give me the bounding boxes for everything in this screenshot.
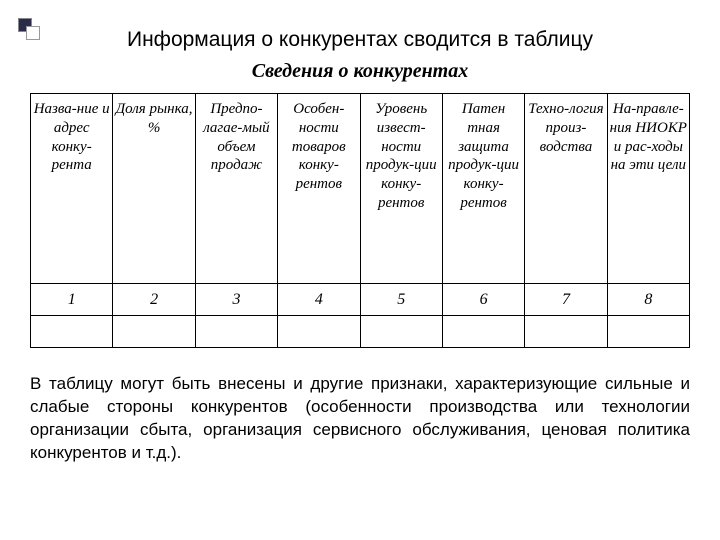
col-number: 4 — [278, 284, 360, 316]
page-heading: Информация о конкурентах сводится в табл… — [30, 28, 690, 52]
empty-cell — [113, 316, 195, 348]
empty-cell — [31, 316, 113, 348]
description-paragraph: В таблицу могут быть внесены и другие пр… — [30, 373, 690, 465]
col-header: Назва-ние и адрес конку-рента — [31, 94, 113, 284]
col-number: 5 — [360, 284, 442, 316]
col-header: Доля рынка, % — [113, 94, 195, 284]
col-number: 6 — [442, 284, 524, 316]
competitors-table: Назва-ние и адрес конку-рента Доля рынка… — [30, 93, 690, 348]
table-title: Сведения о конкурентах — [30, 60, 690, 83]
empty-cell — [525, 316, 607, 348]
col-number: 1 — [31, 284, 113, 316]
deco-square-light — [26, 26, 40, 40]
col-number: 8 — [607, 284, 689, 316]
col-header: Уровень извест-ности продук-ции конку-ре… — [360, 94, 442, 284]
col-number: 2 — [113, 284, 195, 316]
col-number: 7 — [525, 284, 607, 316]
table-header-row: Назва-ние и адрес конку-рента Доля рынка… — [31, 94, 690, 284]
empty-cell — [278, 316, 360, 348]
col-header: Патен тная защита продук-ции конку-ренто… — [442, 94, 524, 284]
col-header: Предпо-лагае-мый объем продаж — [195, 94, 277, 284]
col-header: На-правле-ния НИОКР и рас-ходы на эти це… — [607, 94, 689, 284]
empty-cell — [195, 316, 277, 348]
empty-cell — [360, 316, 442, 348]
col-header: Особен-ности товаров конку-рентов — [278, 94, 360, 284]
table-empty-row — [31, 316, 690, 348]
table-number-row: 1 2 3 4 5 6 7 8 — [31, 284, 690, 316]
col-number: 3 — [195, 284, 277, 316]
empty-cell — [442, 316, 524, 348]
col-header: Техно-логия произ-водства — [525, 94, 607, 284]
empty-cell — [607, 316, 689, 348]
